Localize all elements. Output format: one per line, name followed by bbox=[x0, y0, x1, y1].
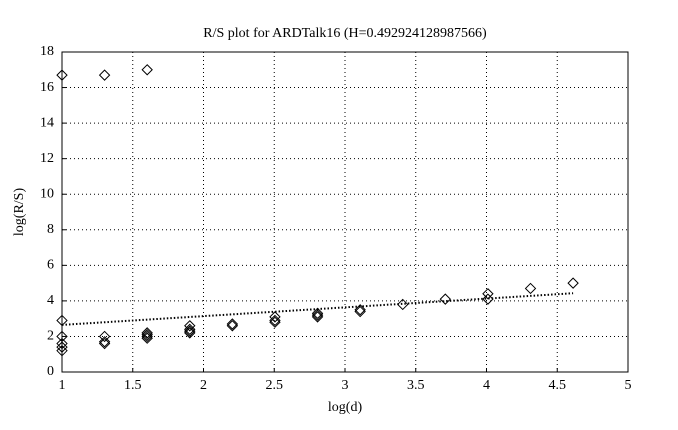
point bbox=[269, 316, 281, 328]
point bbox=[98, 337, 111, 350]
point bbox=[98, 69, 111, 81]
point bbox=[311, 309, 324, 321]
point bbox=[184, 327, 196, 339]
point bbox=[56, 344, 68, 357]
y-tick-label: 18 bbox=[40, 44, 54, 59]
point bbox=[269, 314, 281, 327]
y-axis-label: log(R/S) bbox=[12, 188, 27, 237]
point bbox=[56, 314, 68, 327]
point bbox=[226, 320, 239, 332]
x-tick-label: 4 bbox=[483, 378, 490, 393]
point bbox=[56, 69, 68, 81]
point bbox=[482, 288, 494, 300]
point bbox=[141, 332, 153, 344]
x-tick-label: 2 bbox=[200, 378, 207, 393]
x-tick-label: 3 bbox=[342, 378, 349, 393]
y-tick-label: 12 bbox=[40, 151, 54, 166]
point bbox=[56, 337, 68, 350]
x-tick-label: 2.5 bbox=[266, 378, 284, 393]
point bbox=[311, 307, 324, 320]
point bbox=[439, 293, 452, 305]
point bbox=[567, 277, 579, 289]
x-tick-label: 3.5 bbox=[407, 378, 425, 393]
y-tick-label: 6 bbox=[47, 258, 54, 273]
point bbox=[482, 293, 494, 305]
x-tick-label: 4.5 bbox=[549, 378, 567, 393]
y-tick-label: 14 bbox=[40, 115, 54, 130]
point bbox=[141, 328, 153, 341]
y-tick-label: 10 bbox=[40, 186, 54, 201]
y-tick-label: 16 bbox=[40, 80, 54, 95]
chart-title: R/S plot for ARDTalk16 (H=0.492924128987… bbox=[203, 26, 487, 41]
point bbox=[269, 311, 281, 323]
point bbox=[311, 311, 324, 323]
point bbox=[56, 341, 68, 353]
point bbox=[184, 320, 196, 332]
point bbox=[354, 304, 366, 316]
point bbox=[184, 323, 196, 336]
point bbox=[397, 298, 409, 311]
point bbox=[354, 305, 366, 318]
point bbox=[226, 318, 239, 330]
x-axis-label: log(d) bbox=[328, 400, 363, 415]
point bbox=[524, 282, 537, 295]
point bbox=[98, 336, 111, 348]
point bbox=[141, 64, 153, 76]
point bbox=[141, 330, 153, 343]
point bbox=[184, 325, 196, 337]
fit-line bbox=[61, 292, 574, 326]
x-tick-label: 1 bbox=[59, 378, 66, 393]
y-tick-label: 4 bbox=[47, 293, 54, 308]
point bbox=[141, 327, 153, 339]
x-tick-label: 1.5 bbox=[124, 378, 142, 393]
point bbox=[98, 330, 111, 343]
y-tick-label: 2 bbox=[47, 329, 54, 344]
y-tick-label: 8 bbox=[47, 222, 54, 237]
y-tick-label: 0 bbox=[47, 364, 54, 379]
x-tick-label: 5 bbox=[625, 378, 632, 393]
